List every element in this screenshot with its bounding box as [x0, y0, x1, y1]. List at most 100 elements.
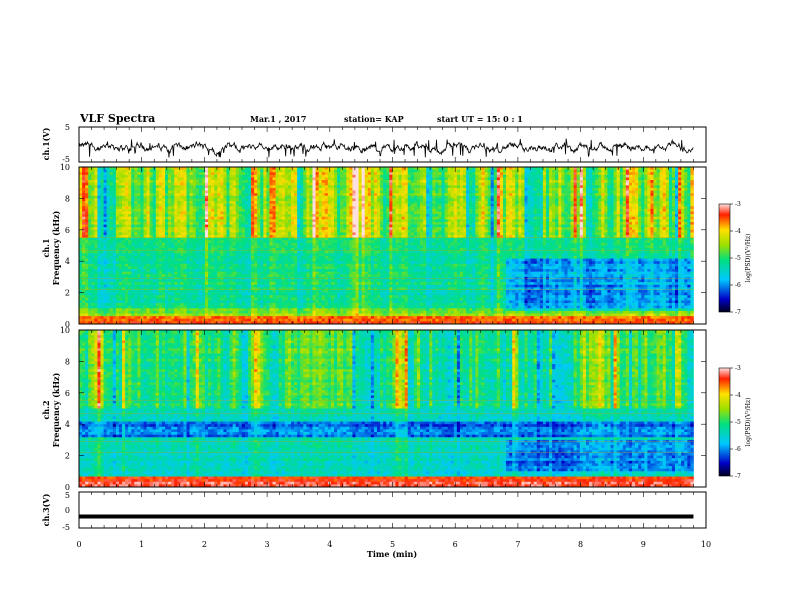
spectrogram-cell	[131, 229, 135, 233]
spectrogram-cell	[413, 187, 418, 191]
spectrogram-cell	[475, 177, 479, 181]
spectrogram-cell	[684, 211, 688, 215]
spectrogram-cell	[598, 198, 602, 202]
spectrogram-cell	[208, 187, 212, 191]
spectrogram-cell	[653, 211, 657, 215]
spectrogram-cell	[386, 221, 390, 225]
spectrogram-cell	[447, 177, 452, 181]
spectrogram-cell	[91, 211, 95, 215]
spectrogram-cell	[140, 229, 144, 233]
spectrogram-cell	[625, 193, 630, 197]
spectrogram-cell	[407, 214, 412, 218]
spectrogram-cell	[82, 198, 86, 202]
spectrogram-cell	[653, 174, 657, 178]
spectrogram-cell	[226, 182, 230, 186]
spectrogram-cell	[155, 208, 160, 212]
spectrogram-cell	[413, 177, 418, 181]
spectrogram-cell	[275, 195, 280, 199]
spectrogram-cell	[373, 211, 378, 215]
spectrogram-cell	[260, 174, 264, 178]
spectrogram-cell	[174, 208, 178, 212]
spectrogram-cell	[183, 182, 187, 186]
spectrogram-cell	[404, 182, 409, 186]
spectrogram-cell	[275, 214, 280, 218]
spectrogram-cell	[653, 180, 657, 184]
spectrogram-cell	[247, 167, 252, 170]
spectrogram-cell	[171, 195, 175, 199]
spectrogram-cell	[278, 193, 283, 197]
spectrogram-cell	[635, 172, 639, 176]
spectrogram-cell	[254, 185, 258, 189]
spectrogram-cell	[343, 224, 347, 228]
spectrogram-cell	[88, 198, 92, 202]
spectrogram-cell	[158, 221, 163, 225]
spectrogram-cell	[103, 224, 107, 228]
spectrogram-cell	[499, 174, 504, 178]
spectrogram-cell	[684, 193, 688, 197]
spectrogram-cell	[134, 208, 138, 212]
spectrogram-cell	[168, 216, 172, 220]
spectrogram-cell	[628, 208, 633, 212]
spectrogram-cell	[665, 203, 670, 207]
spectrogram-cell	[352, 177, 356, 181]
spectrogram-cell	[512, 190, 516, 194]
spectrogram-cell	[545, 211, 550, 215]
spectrogram-cell	[542, 185, 547, 189]
spectrogram-cell	[334, 208, 338, 212]
spectrogram-cell	[201, 211, 206, 215]
spectrogram-cell	[324, 167, 329, 170]
spectrogram-cell	[407, 224, 412, 228]
spectrogram-cell	[552, 208, 556, 212]
spectrogram-cell	[530, 227, 535, 231]
spectrogram-cell	[395, 187, 399, 191]
spectrogram-cell	[533, 216, 538, 220]
spectrogram-cell	[496, 198, 501, 202]
spectrogram-cell	[229, 182, 233, 186]
spectrogram-cell	[334, 198, 338, 202]
spectrogram-cell	[349, 187, 353, 191]
spectrogram-cell	[165, 227, 169, 231]
spectrogram-cell	[656, 211, 661, 215]
spectrogram-cell	[161, 203, 166, 207]
spectrogram-cell	[251, 198, 255, 202]
spectrogram-cell	[653, 169, 657, 173]
spectrogram-cell	[85, 198, 89, 202]
spectrogram-cell	[177, 195, 181, 199]
spectrogram-cell	[681, 185, 685, 189]
spectrogram-cell	[678, 224, 682, 228]
spectrogram-cell	[297, 206, 301, 210]
spectrogram-cell	[275, 190, 280, 194]
spectrogram-cell	[260, 224, 264, 228]
spectrogram-cell	[195, 185, 200, 189]
spectrogram-cell	[244, 201, 249, 204]
spectrogram-cell	[281, 185, 286, 189]
spectrogram-cell	[469, 182, 473, 186]
spectrogram-cell	[260, 214, 264, 218]
spectrogram-cell	[487, 193, 492, 197]
spectrogram-cell	[469, 224, 473, 228]
spectrogram-cell	[217, 229, 221, 233]
spectrogram-cell	[238, 174, 243, 178]
spectrogram-cell	[407, 172, 412, 176]
spectrogram-cell	[361, 216, 366, 220]
spectrogram-cell	[515, 177, 519, 181]
spectrogram-cell	[567, 169, 571, 173]
spectrogram-cell	[530, 224, 535, 228]
spectrogram-cell	[337, 187, 341, 191]
spectrogram-cell	[214, 211, 218, 215]
spectrogram-cell	[650, 174, 654, 178]
spectrogram-cell	[604, 169, 608, 173]
spectrogram-cell	[171, 190, 175, 194]
spectrogram-cell	[358, 208, 362, 212]
spectrogram-cell	[570, 224, 574, 228]
spectrogram-cell	[441, 214, 445, 218]
spectrogram-cell	[79, 211, 83, 215]
spectrogram-cell	[395, 177, 399, 181]
spectrogram-cell	[561, 224, 565, 228]
spectrogram-cell	[478, 187, 482, 191]
spectrogram-cell	[82, 219, 86, 223]
spectrogram-cell	[180, 190, 184, 194]
spectrogram-cell	[238, 167, 243, 170]
spectrogram-cell	[297, 172, 301, 176]
